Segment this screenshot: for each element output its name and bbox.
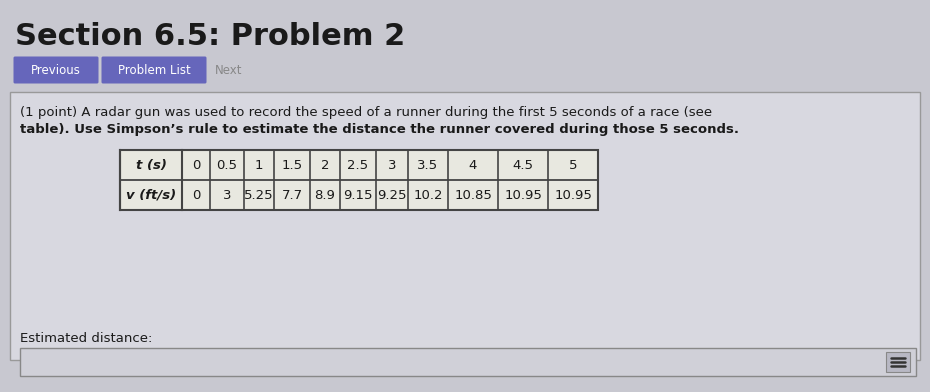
Bar [886,352,910,372]
Text: 9.25: 9.25 [378,189,406,201]
Text: 2: 2 [321,158,329,172]
Text: 10.95: 10.95 [504,189,542,201]
FancyBboxPatch shape [14,56,99,83]
Text: 10.95: 10.95 [554,189,591,201]
Text: Section 6.5: Problem 2: Section 6.5: Problem 2 [15,22,405,51]
Text: v (ft/s): v (ft/s) [126,189,176,201]
Text: 10.85: 10.85 [454,189,492,201]
Text: Estimated distance:: Estimated distance: [20,332,153,345]
Text: 8.9: 8.9 [314,189,336,201]
Text: Next: Next [215,64,243,76]
Text: 10.2: 10.2 [413,189,443,201]
Text: 3.5: 3.5 [418,158,439,172]
FancyBboxPatch shape [10,92,920,360]
Text: 0.5: 0.5 [217,158,237,172]
Text: 5.25: 5.25 [245,189,273,201]
Text: 9.15: 9.15 [343,189,373,201]
Text: 3: 3 [223,189,232,201]
Text: t (s): t (s) [136,158,166,172]
Text: 0: 0 [192,189,200,201]
Text: Previous: Previous [31,64,81,76]
Text: 2.5: 2.5 [348,158,368,172]
Text: 1: 1 [255,158,263,172]
Text: 1.5: 1.5 [282,158,302,172]
Bar [120,150,598,210]
Text: 7.7: 7.7 [282,189,302,201]
Text: 0: 0 [192,158,200,172]
Bar [20,348,916,376]
Text: Problem List: Problem List [117,64,191,76]
Text: 4: 4 [469,158,477,172]
Text: 5: 5 [569,158,578,172]
FancyBboxPatch shape [101,56,206,83]
Text: 4.5: 4.5 [512,158,534,172]
Text: table). Use Simpson’s rule to estimate the distance the runner covered during th: table). Use Simpson’s rule to estimate t… [20,123,739,136]
Text: (1 point) A radar gun was used to record the speed of a runner during the first : (1 point) A radar gun was used to record… [20,105,712,118]
Text: 3: 3 [388,158,396,172]
